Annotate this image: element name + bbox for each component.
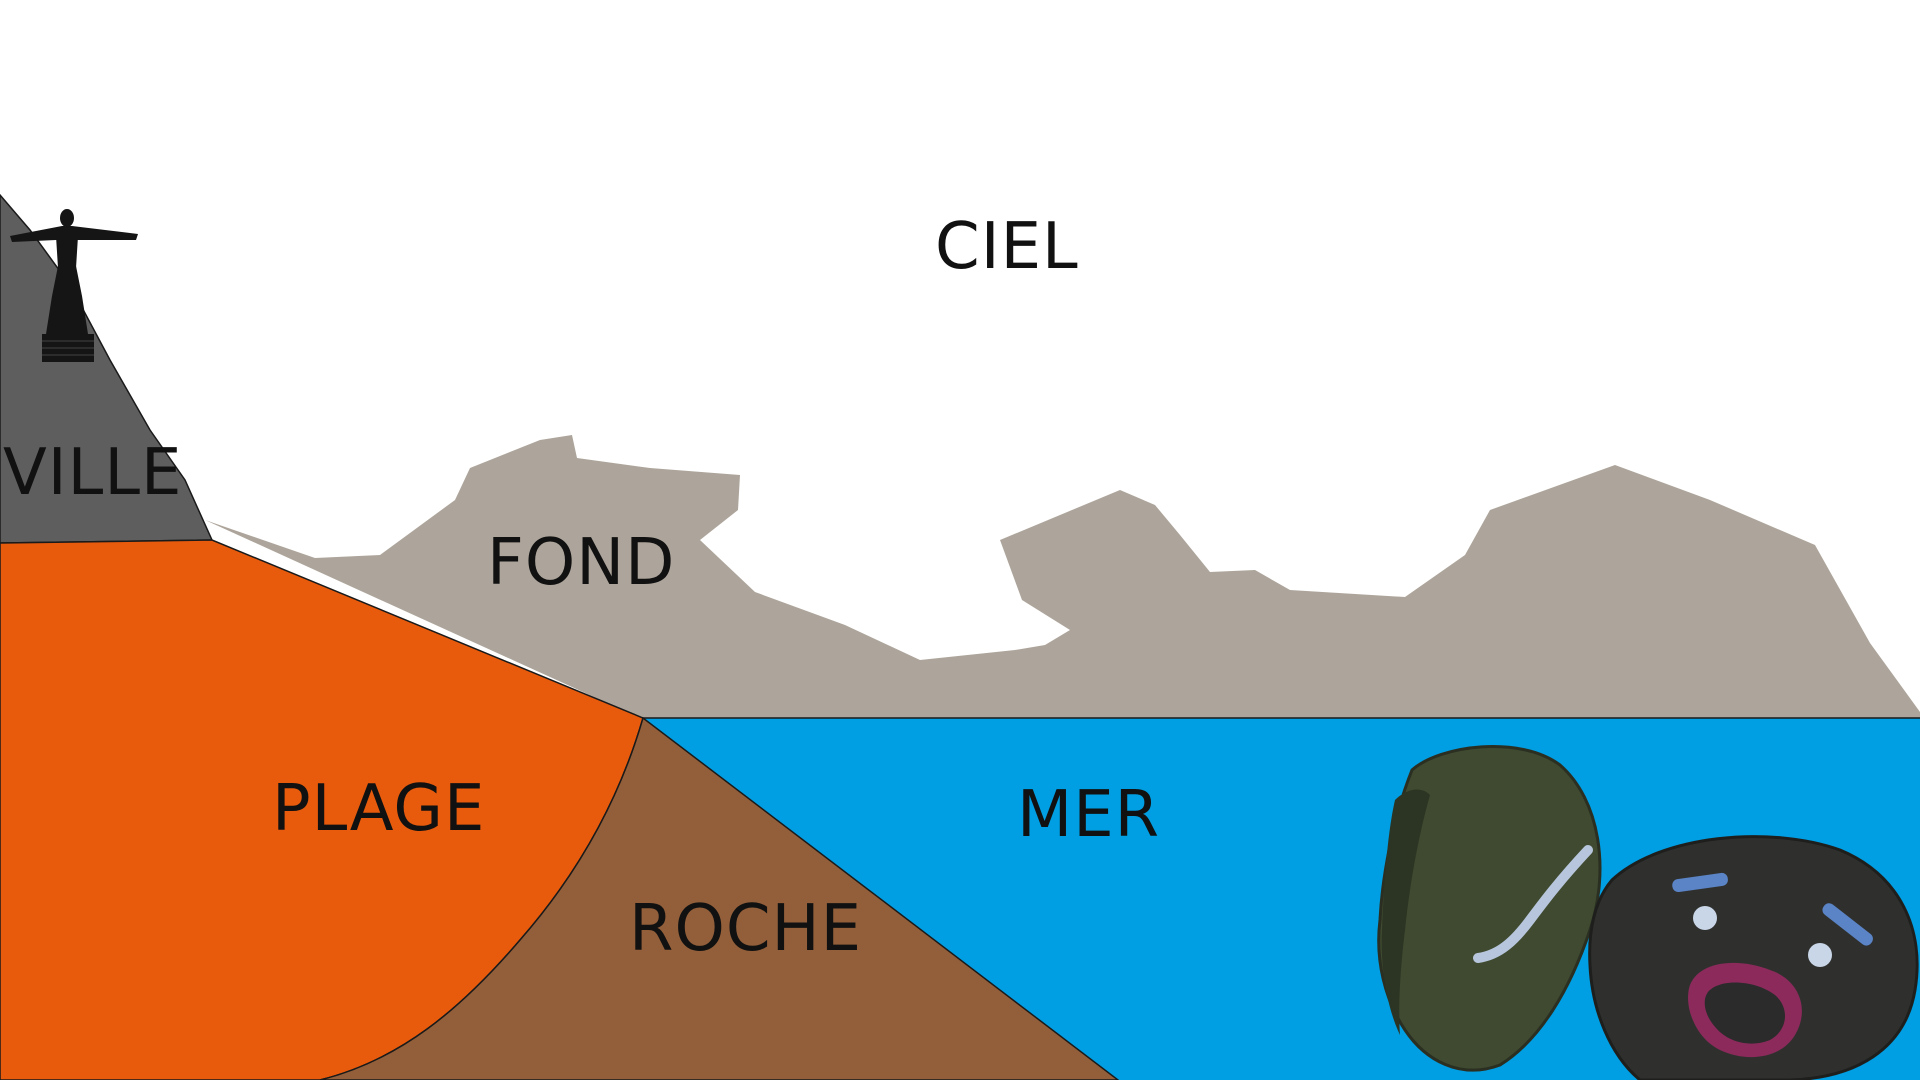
beach-label: PLAGE xyxy=(272,772,485,846)
rock-region xyxy=(319,716,1120,1080)
rock-label: ROCHE xyxy=(629,892,862,966)
sky-label: CIEL xyxy=(935,210,1079,284)
stone-characters-icon xyxy=(1377,745,1919,1080)
background-label: FOND xyxy=(487,526,675,600)
sea-label: MER xyxy=(1017,778,1160,852)
city-label: VILLE xyxy=(3,436,182,510)
christ-statue-icon xyxy=(10,209,138,362)
background-mountains-region xyxy=(205,435,1920,718)
